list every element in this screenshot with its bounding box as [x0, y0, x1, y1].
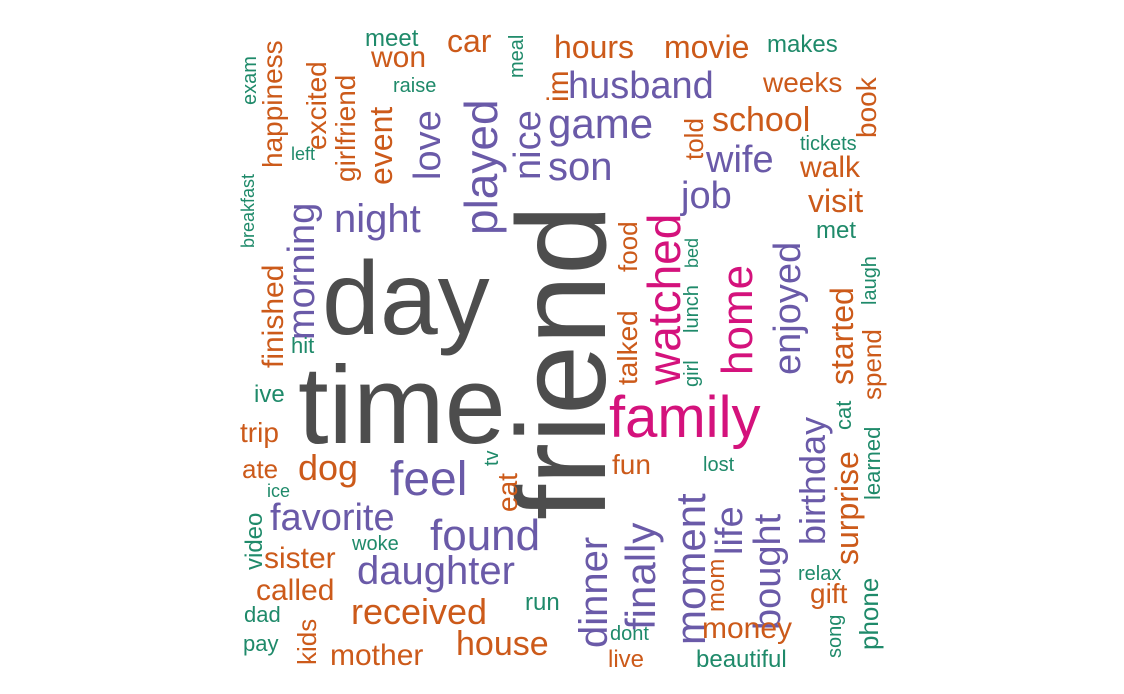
word-met: met [816, 217, 856, 244]
word-raise: raise [393, 75, 436, 97]
word-hours: hours [554, 29, 634, 65]
word-dog: dog [298, 447, 358, 488]
word-bought: bought [747, 513, 789, 630]
word-son: son [548, 145, 613, 189]
word-song: song [824, 615, 846, 658]
word-im: im [542, 70, 575, 102]
word-time: time [298, 344, 506, 467]
word-spend: spend [857, 329, 887, 400]
word-run: run [525, 589, 560, 616]
word-dinner: dinner [572, 537, 616, 648]
word-ice: ice [267, 481, 290, 501]
word-job: job [680, 175, 732, 217]
word-relax: relax [798, 563, 841, 585]
word-birthday: birthday [792, 417, 833, 545]
word-live: live [608, 646, 644, 673]
word-friend: friend [491, 205, 632, 520]
word-moment: moment [667, 493, 714, 645]
word-fun: fun [612, 449, 651, 480]
word-enjoyed: enjoyed [767, 242, 809, 375]
word-bed: bed [682, 238, 702, 268]
word-cat: cat [831, 401, 856, 430]
word-husband: husband [568, 65, 714, 107]
word-beautiful: beautiful [696, 646, 787, 673]
word-weeks: weeks [762, 67, 842, 98]
word-lost: lost [703, 454, 735, 476]
word-left: left [291, 144, 315, 164]
word-girl: girl [681, 360, 703, 387]
word-received: received [351, 591, 487, 632]
word-nice: nice [507, 110, 549, 180]
word-event: event [363, 107, 399, 185]
word-told: told [679, 118, 709, 160]
word-girlfriend: girlfriend [330, 75, 361, 182]
word-makes: makes [767, 31, 838, 58]
word-dad: dad [244, 602, 281, 627]
word-called: called [256, 574, 334, 607]
word-money: money [702, 612, 792, 645]
word-daughter: daughter [357, 549, 515, 593]
word-sister: sister [264, 542, 336, 575]
word-movie: movie [664, 29, 749, 65]
word-started: started [824, 287, 860, 385]
word-house: house [456, 625, 549, 663]
word-excited: excited [301, 61, 332, 150]
word-trip: trip [240, 417, 279, 448]
word-wife: wife [705, 139, 774, 181]
word-love: love [407, 110, 449, 180]
word-favorite: favorite [270, 497, 395, 539]
word-finally: finally [617, 523, 664, 630]
word-food: food [613, 221, 643, 272]
word-life: life [709, 506, 751, 555]
word-hit: hit [291, 333, 314, 358]
word-laugh: laugh [859, 256, 881, 305]
word-finished: finished [257, 265, 290, 368]
word-home: home [713, 265, 762, 375]
word-family: family [609, 385, 760, 450]
word-eat: eat [492, 473, 523, 512]
word-watched: watched [638, 214, 690, 386]
word-lunch: lunch [681, 285, 703, 333]
word-tickets: tickets [800, 133, 857, 155]
word-meet: meet [365, 25, 419, 52]
word-won: won [370, 41, 426, 74]
word-breakfast: breakfast [238, 174, 258, 248]
word-car: car [447, 23, 492, 59]
word-night: night [334, 197, 421, 241]
word-pay: pay [243, 631, 278, 656]
word-book: book [851, 76, 882, 138]
word-found: found [430, 511, 540, 560]
word-walk: walk [799, 151, 861, 184]
word-ate: ate [242, 454, 278, 484]
word-gift: gift [810, 578, 848, 609]
word-mother: mother [330, 639, 423, 672]
word-played: played [455, 99, 507, 235]
word-game: game [548, 100, 653, 147]
word-happiness: happiness [257, 40, 288, 168]
word-exam: exam [239, 56, 261, 105]
word-mom: mom [703, 559, 730, 612]
word-day: day [322, 241, 490, 357]
word-tv: tv [481, 450, 503, 466]
word-surprise: surprise [829, 451, 865, 565]
word-school: school [712, 101, 810, 139]
word-woke: woke [351, 533, 399, 555]
word-dont: dont [610, 623, 649, 645]
word-talked: talked [612, 310, 643, 385]
word-ive: ive [254, 381, 285, 408]
word-morning: morning [281, 203, 323, 340]
word-phone: phone [854, 578, 884, 650]
word-learned: learned [860, 427, 885, 500]
word-video: video [241, 513, 268, 570]
word-feel: feel [390, 453, 467, 506]
word-visit: visit [808, 183, 863, 219]
word-kids: kids [292, 619, 322, 665]
word-meal: meal [506, 35, 528, 78]
